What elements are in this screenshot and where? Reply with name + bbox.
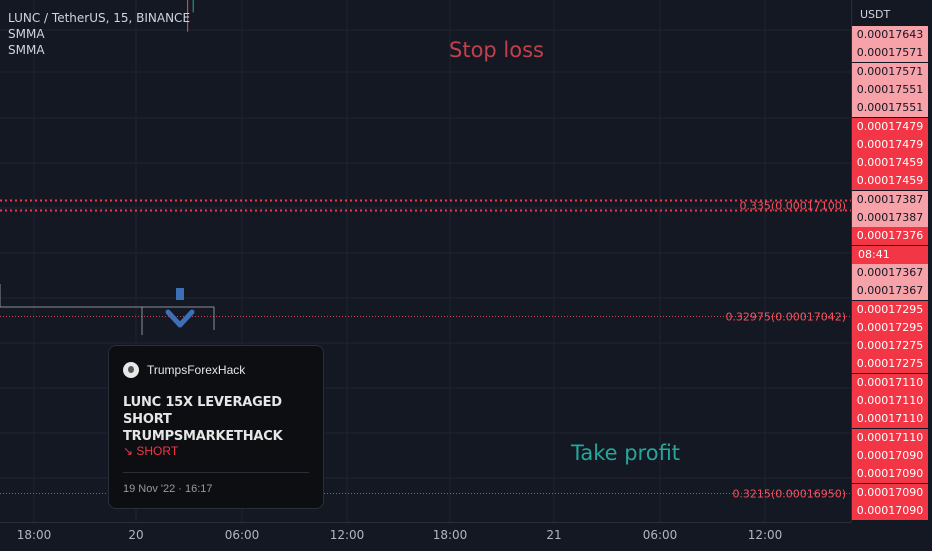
- price-tag: 0.00017479: [852, 117, 928, 136]
- price-tag: 08:41: [852, 245, 928, 264]
- time-tick: 20: [128, 528, 144, 542]
- price-tag: 0.00017090: [852, 483, 928, 502]
- indicator-smma-2[interactable]: SMMA: [8, 43, 45, 57]
- price-tag: 0.00017367: [852, 282, 928, 301]
- price-scale-currency[interactable]: USDT: [860, 8, 891, 21]
- price-tag: 0.00017295: [852, 318, 928, 337]
- price-tag: 0.00017090: [852, 501, 928, 520]
- short-arrow-icon: [165, 288, 195, 328]
- fib-level-label: 0.335(0.00017100): [739, 200, 846, 213]
- time-tick: 18:00: [16, 528, 52, 542]
- price-tag: 0.00017571: [852, 44, 928, 63]
- time-axis[interactable]: [0, 522, 851, 551]
- price-tag: 0.00017459: [852, 154, 928, 173]
- idea-card[interactable]: TrumpsForexHack LUNC 15X LEVERAGED SHORT…: [108, 345, 324, 509]
- card-divider: [123, 472, 309, 473]
- fib-level-label: 0.32975(0.00017042): [725, 311, 846, 324]
- take-profit-label: Take profit: [571, 441, 681, 465]
- price-tag: 0.00017295: [852, 300, 928, 319]
- price-tag: 0.00017387: [852, 209, 928, 227]
- fib-level: 0.335(0.00017100): [0, 199, 851, 213]
- price-tag: 0.00017110: [852, 410, 928, 429]
- price-tag: 0.00017551: [852, 99, 928, 118]
- symbol-title[interactable]: LUNC / TetherUS, 15, BINANCE: [8, 11, 191, 25]
- price-tag: 0.00017459: [852, 172, 928, 191]
- time-tick: 06:00: [642, 528, 678, 542]
- fib-level: 0.32975(0.00017042): [0, 311, 851, 324]
- author-name[interactable]: TrumpsForexHack: [147, 363, 246, 377]
- idea-date: 19 Nov '22 · 16:17: [123, 483, 213, 495]
- idea-connector: [0, 284, 215, 330]
- price-tag: 0.00017110: [852, 392, 928, 410]
- time-tick: 12:00: [747, 528, 783, 542]
- price-tag: 0.00017367: [852, 263, 928, 282]
- price-tag: 0.00017376: [852, 227, 928, 246]
- price-tag: 0.00017275: [852, 355, 928, 374]
- fib-level-label: 0.3215(0.00016950): [732, 488, 846, 501]
- time-tick: 06:00: [224, 528, 260, 542]
- time-tick: 18:00: [432, 528, 468, 542]
- time-tick: 12:00: [329, 528, 365, 542]
- price-tag: 0.00017275: [852, 337, 928, 356]
- price-tag: 0.00017090: [852, 465, 928, 484]
- author-avatar[interactable]: [123, 362, 139, 378]
- price-tag: 0.00017110: [852, 428, 928, 447]
- short-arrow-head: [165, 309, 195, 328]
- price-tag: 0.00017551: [852, 80, 928, 99]
- price-tag: 0.00017090: [852, 446, 928, 465]
- indicator-smma-1[interactable]: SMMA: [8, 27, 45, 41]
- price-tag: 0.00017479: [852, 135, 928, 154]
- stop-loss-label: Stop loss: [449, 38, 544, 62]
- idea-direction-badge: ↘ SHORT: [123, 444, 179, 458]
- short-arrow-stem: [176, 288, 184, 300]
- price-tag: 0.00017571: [852, 62, 928, 81]
- price-tag: 0.00017387: [852, 190, 928, 209]
- chart-legend: LUNC / TetherUS, 15, BINANCE SMMA SMMA: [8, 10, 190, 58]
- candle: [192, 0, 194, 13]
- price-tag: 0.00017643: [852, 26, 928, 44]
- price-tag: 0.00017110: [852, 373, 928, 392]
- idea-title[interactable]: LUNC 15X LEVERAGED SHORT TRUMPSMARKETHAC…: [123, 395, 283, 444]
- time-tick: 21: [546, 528, 562, 542]
